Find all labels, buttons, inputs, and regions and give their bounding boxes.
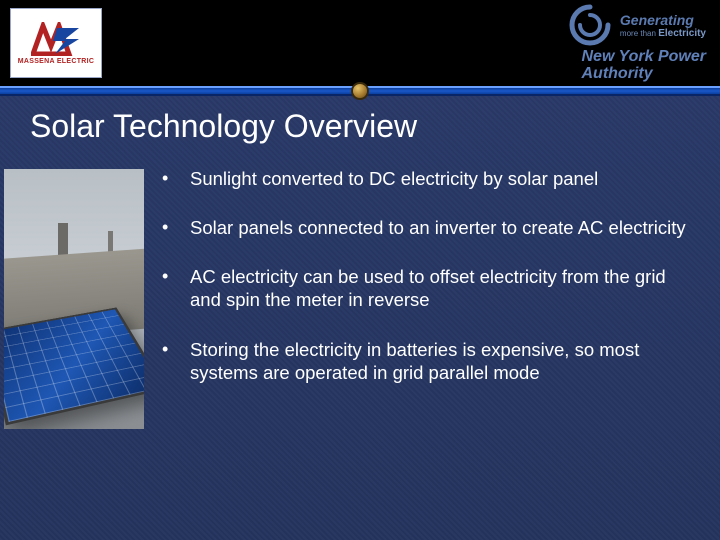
bullet-item: • AC electricity can be used to offset e… (162, 265, 688, 311)
massena-electric-logo: MASSENA ELECTRIC (10, 8, 102, 78)
solar-panel-photo (4, 169, 144, 429)
bullet-text: Storing the electricity in batteries is … (190, 338, 688, 384)
bullet-text: Solar panels connected to an inverter to… (190, 216, 686, 239)
body-row: • Sunlight converted to DC electricity b… (24, 163, 696, 520)
nypa-logo-block: Generating more than Electricity New Yor… (476, 6, 706, 80)
bullet-dot-icon: • (162, 265, 168, 311)
generating-sub-prefix: more than (620, 29, 656, 38)
generating-box: Generating more than Electricity (620, 12, 706, 39)
bullet-item: • Storing the electricity in batteries i… (162, 338, 688, 384)
generating-sub: more than Electricity (620, 28, 706, 39)
massena-logo-text: MASSENA ELECTRIC (18, 58, 95, 65)
header-bar: MASSENA ELECTRIC Generating more than El… (0, 0, 720, 86)
bullet-text: Sunlight converted to DC electricity by … (190, 167, 598, 190)
bullet-item: • Sunlight converted to DC electricity b… (162, 167, 688, 190)
massena-mark-icon (31, 22, 81, 56)
slide: MASSENA ELECTRIC Generating more than El… (0, 0, 720, 540)
nypa-line1: New York Power (582, 49, 707, 66)
bullet-dot-icon: • (162, 216, 168, 239)
bullet-text: AC electricity can be used to offset ele… (190, 265, 688, 311)
slide-title: Solar Technology Overview (30, 108, 696, 145)
swirl-icon (568, 3, 612, 47)
bullet-dot-icon: • (162, 338, 168, 384)
divider-ornament-icon (353, 84, 367, 98)
nypa-line2: Authority (582, 66, 707, 83)
nypa-name: New York Power Authority (582, 49, 707, 83)
bullet-item: • Solar panels connected to an inverter … (162, 216, 688, 239)
nypa-logo-top: Generating more than Electricity (568, 3, 706, 47)
generating-sub-main: Electricity (658, 28, 706, 39)
content-area: Solar Technology Overview • Sunlight con… (0, 96, 720, 540)
bullet-list: • Sunlight converted to DC electricity b… (162, 163, 696, 384)
divider-band (0, 86, 720, 96)
generating-title: Generating (620, 12, 694, 28)
bullet-dot-icon: • (162, 167, 168, 190)
